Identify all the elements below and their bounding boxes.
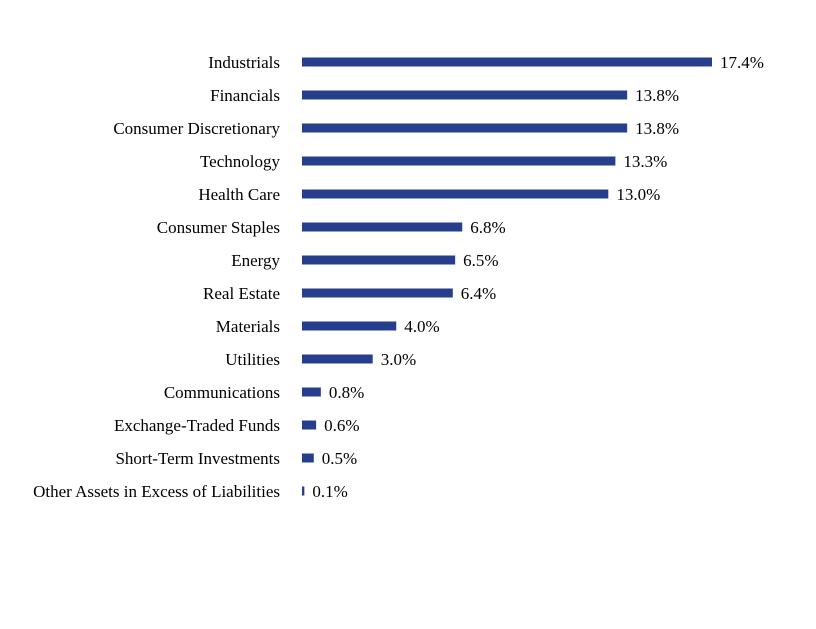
category-label-real-estate: Real Estate [203,284,280,303]
value-label-real-estate: 6.4% [461,284,496,303]
bar-exchange-traded-funds [302,420,317,430]
category-label-financials: Financials [210,86,280,105]
category-label-technology: Technology [200,152,281,171]
value-label-technology: 13.3% [623,152,667,171]
value-label-consumer-staples: 6.8% [470,218,505,237]
category-label-consumer-discretionary: Consumer Discretionary [113,119,280,138]
bar-utilities [302,354,373,364]
bar-other-assets-in-excess-of-liabilities [302,486,305,496]
bar-technology [302,156,616,166]
bar-real-estate [302,288,453,298]
category-labels: Industrials Financials Consumer Discretion… [33,53,280,501]
value-label-industrials: 17.4% [720,53,764,72]
category-label-materials: Materials [216,317,280,336]
category-label-energy: Energy [231,251,280,270]
value-label-utilities: 3.0% [381,350,416,369]
bar-materials [302,321,397,331]
category-label-communications: Communications [164,383,280,402]
bar-consumer-staples [302,222,463,232]
bar-consumer-discretionary [302,123,628,133]
category-label-short-term-investments: Short-Term Investments [115,449,280,468]
bar-industrials [302,57,712,67]
category-label-exchange-traded-funds: Exchange-Traded Funds [114,416,280,435]
value-label-materials: 4.0% [404,317,439,336]
value-labels: 17.4% 13.8% 13.8% 13.3% 13.0% 6.8% 6.5% 6.4% 4.0… [312,53,764,501]
value-label-communications: 0.8% [329,383,364,402]
value-label-exchange-traded-funds: 0.6% [324,416,359,435]
bar-health-care [302,189,609,199]
value-label-health-care: 13.0% [616,185,660,204]
value-label-short-term-investments: 0.5% [322,449,357,468]
value-label-other-assets-in-excess-of-liabilities: 0.1% [312,482,347,501]
category-label-utilities: Utilities [225,350,280,369]
category-label-industrials: Industrials [208,53,280,72]
bar-communications [302,387,321,397]
bars [302,57,712,496]
value-label-financials: 13.8% [635,86,679,105]
category-label-other-assets-in-excess-of-liabilities: Other Assets in Excess of Liabilities [33,482,280,501]
value-label-consumer-discretionary: 13.8% [635,119,679,138]
category-label-health-care: Health Care [198,185,280,204]
category-label-consumer-staples: Consumer Staples [157,218,280,237]
bar-financials [302,90,628,100]
value-label-energy: 6.5% [463,251,498,270]
bar-energy [302,255,456,265]
bar-short-term-investments [302,453,314,463]
